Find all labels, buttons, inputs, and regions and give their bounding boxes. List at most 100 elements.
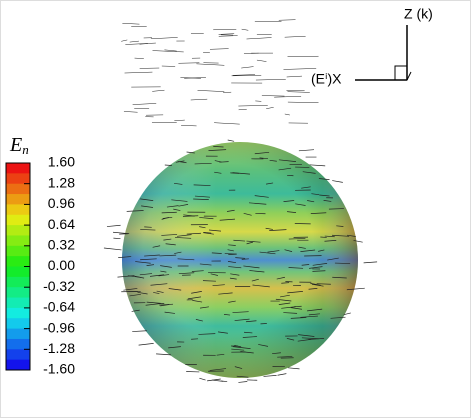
field-arrow bbox=[298, 149, 315, 152]
colorbar-band bbox=[6, 194, 30, 205]
field-arrow bbox=[137, 291, 148, 295]
field-arrow bbox=[140, 229, 156, 231]
field-arrow bbox=[258, 344, 269, 347]
field-arrow bbox=[202, 232, 214, 235]
field-arrow bbox=[218, 33, 235, 35]
field-arrow bbox=[176, 234, 192, 237]
field-arrow bbox=[287, 91, 310, 93]
field-arrow bbox=[165, 243, 176, 246]
field-arrow bbox=[153, 292, 160, 294]
field-arrow bbox=[246, 241, 254, 245]
field-arrow bbox=[199, 263, 212, 266]
field-arrow bbox=[132, 103, 157, 105]
field-arrow bbox=[238, 108, 247, 111]
field-arrow bbox=[234, 318, 250, 321]
colorbar-band bbox=[6, 307, 30, 319]
field-arrow bbox=[327, 257, 339, 261]
field-arrow bbox=[161, 234, 178, 236]
field-arrow bbox=[194, 195, 210, 198]
field-arrow bbox=[307, 308, 323, 312]
field-arrow bbox=[227, 249, 234, 252]
field-arrow bbox=[286, 338, 295, 341]
field-arrow bbox=[249, 270, 265, 273]
field-arrow bbox=[284, 113, 290, 116]
field-arrow bbox=[218, 292, 233, 295]
colorbar-tick-label: -0.32 bbox=[43, 278, 75, 294]
field-arrow bbox=[174, 119, 185, 121]
field-arrow bbox=[336, 225, 344, 227]
colorbar-band bbox=[6, 359, 30, 371]
field-arrow bbox=[149, 274, 165, 277]
field-arrow bbox=[234, 345, 242, 348]
field-arrow bbox=[251, 278, 259, 282]
field-arrow bbox=[242, 336, 258, 338]
field-arrow bbox=[288, 367, 300, 370]
field-arrow bbox=[195, 319, 203, 322]
field-arrow bbox=[228, 244, 236, 246]
colorbar-tick-label: -0.96 bbox=[43, 319, 75, 335]
field-arrow bbox=[164, 49, 177, 52]
field-arrow bbox=[181, 125, 197, 127]
field-arrow bbox=[177, 258, 195, 261]
field-arrow bbox=[193, 184, 211, 186]
field-arrow bbox=[144, 254, 160, 257]
colorbar-band bbox=[6, 163, 30, 174]
field-arrow bbox=[267, 250, 280, 253]
field-arrow bbox=[263, 374, 277, 377]
field-arrow bbox=[254, 195, 269, 198]
field-arrow bbox=[152, 245, 161, 248]
field-arrow bbox=[332, 276, 347, 279]
colorbar-band bbox=[6, 235, 30, 247]
field-arrow bbox=[219, 218, 236, 221]
field-arrow bbox=[283, 312, 298, 314]
field-arrow bbox=[224, 253, 237, 255]
field-arrow bbox=[168, 288, 182, 291]
field-arrow bbox=[276, 276, 285, 280]
field-arrow bbox=[174, 182, 183, 185]
field-arrow bbox=[241, 28, 249, 31]
field-arrow bbox=[238, 105, 268, 107]
field-arrow bbox=[161, 211, 177, 214]
colorbar-tick-label: -0.64 bbox=[43, 299, 75, 315]
colorbar-band bbox=[6, 214, 30, 226]
colorbar-tick-label: -1.60 bbox=[43, 361, 75, 377]
field-arrow bbox=[141, 205, 154, 208]
sphere bbox=[122, 142, 358, 378]
field-arrow bbox=[241, 66, 254, 69]
field-arrow bbox=[319, 194, 330, 197]
field-arrow bbox=[234, 366, 243, 369]
field-arrow bbox=[235, 257, 246, 259]
field-arrow bbox=[211, 252, 222, 254]
field-arrow bbox=[243, 212, 252, 216]
field-arrow bbox=[152, 89, 165, 92]
field-arrow bbox=[214, 122, 240, 125]
field-arrow bbox=[228, 266, 242, 269]
field-arrow bbox=[298, 246, 306, 249]
field-arrow bbox=[163, 238, 172, 241]
field-arrow bbox=[123, 288, 138, 291]
field-arrow bbox=[178, 62, 200, 64]
field-arrow bbox=[307, 200, 315, 203]
field-arrow bbox=[218, 35, 238, 37]
field-arrow bbox=[346, 287, 365, 291]
x-axis-label: (Eⁱ)X bbox=[311, 71, 342, 87]
field-arrow bbox=[309, 266, 323, 269]
field-arrow bbox=[324, 235, 335, 238]
field-arrow bbox=[300, 315, 318, 318]
field-arrow bbox=[328, 208, 344, 210]
colorbar-band bbox=[6, 266, 30, 278]
field-arrow bbox=[191, 291, 202, 294]
field-arrow bbox=[145, 303, 161, 306]
field-arrow bbox=[160, 265, 172, 268]
field-arrow bbox=[343, 312, 351, 316]
field-arrow bbox=[265, 182, 274, 185]
field-arrow bbox=[208, 229, 222, 232]
field-arrow bbox=[363, 261, 378, 264]
field-arrow bbox=[232, 346, 251, 349]
field-arrow bbox=[211, 379, 224, 382]
field-arrow bbox=[166, 205, 179, 208]
field-arrow bbox=[246, 37, 272, 40]
field-arrow bbox=[232, 172, 250, 175]
